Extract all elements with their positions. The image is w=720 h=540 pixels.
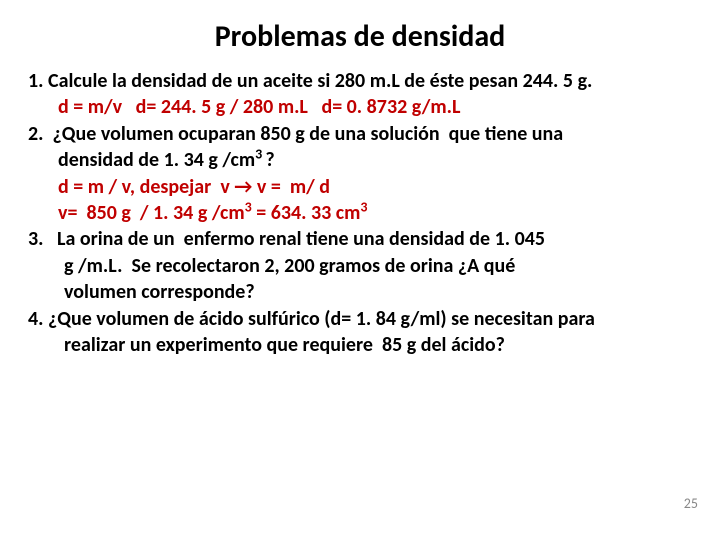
problem-3-line3: volumen corresponde? bbox=[64, 280, 692, 304]
superscript: 3 bbox=[360, 198, 367, 215]
text: ? bbox=[265, 148, 274, 172]
problem-4-line2: realizar un experimento que requiere 85 … bbox=[64, 333, 692, 357]
problem-1-question: 1. Calcule la densidad de un aceite si 2… bbox=[28, 69, 692, 93]
problem-4-line1: 4. ¿Que volumen de ácido sulfúrico (d= 1… bbox=[28, 307, 692, 331]
problem-2-question-line2: densidad de 1. 34 g /cm3 ? bbox=[58, 148, 692, 172]
problem-3-line1: 3. La orina de un enfermo renal tiene un… bbox=[28, 227, 692, 251]
superscript: 3 bbox=[245, 198, 252, 215]
slide-title: Problemas de densidad bbox=[28, 18, 692, 55]
problem-2-answer-line2: v= 850 g / 1. 34 g /cm3 = 634. 33 cm3 bbox=[58, 201, 692, 225]
page-number: 25 bbox=[684, 495, 698, 512]
text: densidad de 1. 34 g /cm bbox=[58, 148, 255, 172]
slide-body: 1. Calcule la densidad de un aceite si 2… bbox=[28, 69, 692, 357]
problem-2-question-line1: 2. ¿Que volumen ocuparan 850 g de una so… bbox=[28, 122, 692, 146]
superscript: 3 bbox=[255, 146, 265, 163]
text: v= 850 g / 1. 34 g /cm bbox=[58, 201, 245, 225]
problem-3-line2: g /m.L. Se recolectaron 2, 200 gramos de… bbox=[64, 254, 692, 278]
problem-1-answer: d = m/v d= 244. 5 g / 280 m.L d= 0. 8732… bbox=[58, 95, 692, 119]
text: = 634. 33 cm bbox=[252, 201, 361, 225]
problem-2-answer-line1: d = m / v, despejar v → v = m/ d bbox=[58, 175, 692, 199]
slide: Problemas de densidad 1. Calcule la dens… bbox=[0, 0, 720, 540]
